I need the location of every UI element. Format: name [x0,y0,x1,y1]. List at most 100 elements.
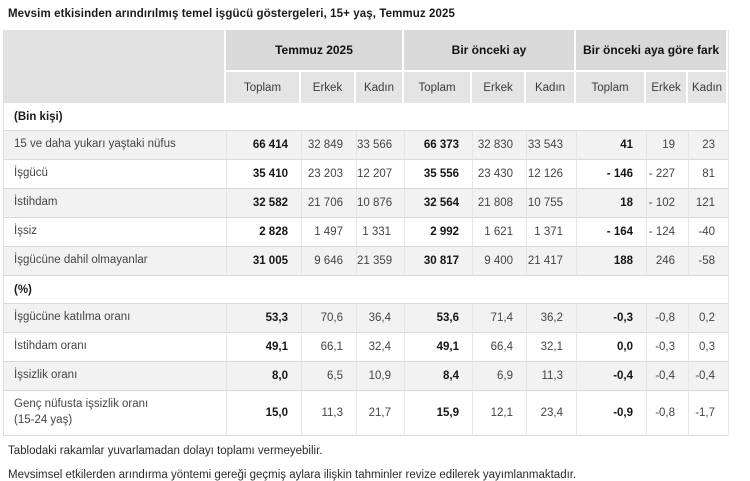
value-cell: -58 [688,247,729,276]
value-cell: 2 828 [226,218,301,247]
footnote-revision: Mevsimsel etkilerden arındırma yöntemi g… [8,469,577,481]
value-cell: - 124 [646,218,689,247]
value-cell: 11,3 [526,362,577,391]
value-cell: 11,3 [301,391,356,436]
column-header: Erkek [472,72,527,103]
row-label: İstihdam oranı [4,333,226,362]
value-cell: 21,7 [356,391,405,436]
value-cell: 32 849 [301,131,356,160]
value-cell: -0,9 [576,391,647,436]
value-cell: 1 331 [356,218,405,247]
value-cell: 19 [646,131,689,160]
column-header: Erkek [646,72,689,103]
footnote-rounding: Tablodaki rakamlar yuvarlamadan dolayı t… [8,445,323,457]
value-cell: 81 [688,160,729,189]
value-cell: 32 564 [404,189,473,218]
value-cell: 1 371 [526,218,577,247]
value-cell: 33 566 [356,131,405,160]
table-row: İstihdam oranı 49,1 66,1 32,4 49,1 66,4 32,1 0,… [4,333,729,362]
value-cell: 31 005 [226,247,301,276]
value-cell: 0,2 [688,304,729,333]
value-cell: 1 621 [472,218,527,247]
value-cell: 8,0 [226,362,301,391]
value-cell: 15,9 [404,391,473,436]
section-header-label: (%) [4,276,729,304]
column-header: Kadın [688,72,729,103]
row-label: Genç nüfusta işsizlik oranı (15-24 yaş) [4,391,226,436]
value-cell: 32 582 [226,189,301,218]
column-header: Toplam [404,72,473,103]
value-cell: 66 373 [404,131,473,160]
value-cell: 33 543 [526,131,577,160]
value-cell: 8,4 [404,362,473,391]
value-cell: 32,1 [526,333,577,362]
row-label: 15 ve daha yukarı yaştaki nüfus [4,131,226,160]
value-cell: 23 [688,131,729,160]
column-group-header: Temmuz 2025 [226,30,405,72]
section-header-row: (Bin kişi) [4,103,729,131]
value-cell: 10 876 [356,189,405,218]
value-cell: 12 126 [526,160,577,189]
value-cell: - 164 [576,218,647,247]
value-cell: 10,9 [356,362,405,391]
section-header-row: (%) [4,276,729,304]
value-cell: 32,4 [356,333,405,362]
value-cell: 6,5 [301,362,356,391]
value-cell: 9 400 [472,247,527,276]
value-cell: 66,4 [472,333,527,362]
value-cell: -0,8 [646,304,689,333]
table-row: İşgücüne dahil olmayanlar 31 005 9 646 21 3… [4,247,729,276]
value-cell: 21 706 [301,189,356,218]
value-cell: 71,4 [472,304,527,333]
value-cell: 36,4 [356,304,405,333]
labour-indicators-table: Temmuz 2025 Bir önceki ay Bir önceki aya g… [3,30,730,436]
value-cell: 23 203 [301,160,356,189]
table-body: (Bin kişi) 15 ve daha yukarı yaştaki nüfu… [4,103,729,436]
value-cell: 18 [576,189,647,218]
value-cell: 246 [646,247,689,276]
value-cell: 49,1 [404,333,473,362]
corner-header-cell [4,30,226,103]
value-cell: 188 [576,247,647,276]
row-label: İşgücüne katılma oranı [4,304,226,333]
table-row: Genç nüfusta işsizlik oranı (15-24 yaş) 1… [4,391,729,436]
value-cell: 15,0 [226,391,301,436]
value-cell: - 146 [576,160,647,189]
value-cell: -0,3 [576,304,647,333]
table-row: İşgücü 35 410 23 203 12 207 35 556 23 430 12 1… [4,160,729,189]
column-header: Kadın [526,72,577,103]
value-cell: 121 [688,189,729,218]
value-cell: 30 817 [404,247,473,276]
value-cell: 23 430 [472,160,527,189]
row-label: İşgücü [4,160,226,189]
table-row: İşsiz 2 828 1 497 1 331 2 992 1 621 1 371- 164… [4,218,729,247]
value-cell: 41 [576,131,647,160]
table-row: 15 ve daha yukarı yaştaki nüfus 66 414 32 … [4,131,729,160]
value-cell: 66 414 [226,131,301,160]
value-cell: - 227 [646,160,689,189]
value-cell: 21 808 [472,189,527,218]
value-cell: -0,8 [646,391,689,436]
value-cell: -0,4 [646,362,689,391]
column-header: Toplam [226,72,301,103]
table-header: Temmuz 2025 Bir önceki ay Bir önceki aya g… [4,30,729,103]
value-cell: 70,6 [301,304,356,333]
value-cell: 36,2 [526,304,577,333]
value-cell: 9 646 [301,247,356,276]
value-cell: 6,9 [472,362,527,391]
value-cell: 23,4 [526,391,577,436]
table-row: İşsizlik oranı 8,0 6,5 10,9 8,4 6,9 11,3 -0,4 -0… [4,362,729,391]
value-cell: -40 [688,218,729,247]
row-label: İşgücüne dahil olmayanlar [4,247,226,276]
value-cell: -0,4 [576,362,647,391]
table-row: İşgücüne katılma oranı 53,3 70,6 36,4 53,6 71… [4,304,729,333]
value-cell: 53,6 [404,304,473,333]
row-label: İstihdam [4,189,226,218]
value-cell: 12 207 [356,160,405,189]
value-cell: 12,1 [472,391,527,436]
value-cell: 35 556 [404,160,473,189]
section-header-label: (Bin kişi) [4,103,729,131]
value-cell: 66,1 [301,333,356,362]
column-header: Erkek [301,72,356,103]
value-cell: -0,3 [646,333,689,362]
